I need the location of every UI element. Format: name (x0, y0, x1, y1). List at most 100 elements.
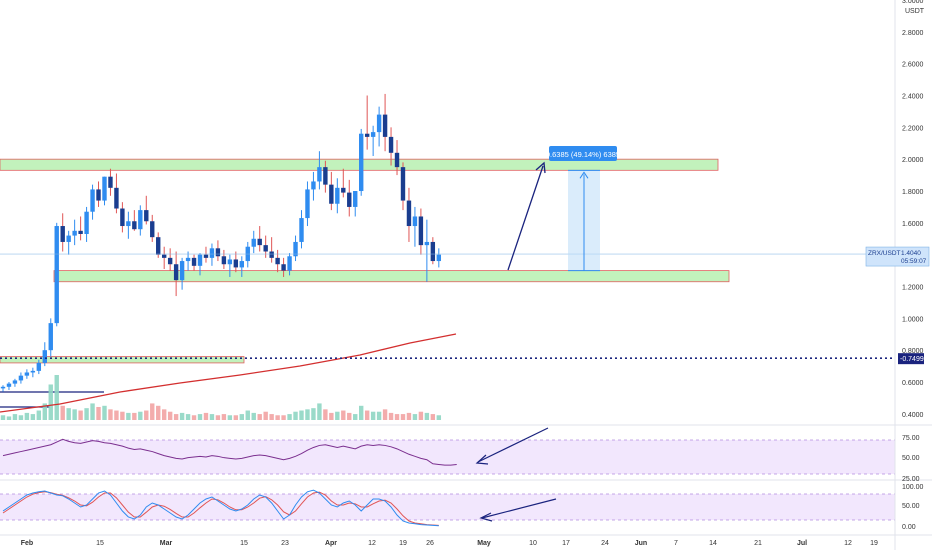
moving-average (0, 333, 457, 413)
level-tag (898, 353, 924, 365)
candle-body (329, 184, 334, 204)
measure-arrowhead (579, 171, 589, 179)
volume-bar (126, 412, 131, 420)
volume-bar (209, 414, 215, 420)
time-tick-label: 19 (399, 540, 407, 547)
volume-bar (30, 414, 36, 420)
candle-body (364, 133, 370, 137)
volume-bar (317, 403, 322, 420)
candle-body (299, 218, 304, 242)
volume-bar (78, 410, 83, 420)
price-tick-label: 1.0000 (902, 316, 924, 323)
volume-bar (436, 415, 442, 420)
stoch-k-line (2, 489, 439, 527)
volume-bar (293, 411, 298, 420)
volume-bar (382, 409, 388, 420)
volume-bar (299, 410, 304, 420)
rsi-tick-label: 50.00 (902, 455, 920, 462)
candle-body (257, 238, 262, 246)
time-tick-label: Mar (160, 540, 173, 547)
volume-bar (48, 384, 53, 420)
time-tick-label: Apr (325, 540, 337, 547)
candle-body (18, 375, 24, 381)
countdown-label: 05:59:07 (901, 258, 927, 265)
time-tick-label: 12 (368, 540, 376, 547)
price-tick-label: 1.6000 (902, 221, 924, 228)
candle-body (436, 254, 442, 262)
time-tick-label: 7 (674, 540, 678, 547)
rsi-tick-label: 25.00 (902, 476, 920, 483)
time-tick-label: 14 (709, 540, 717, 547)
candle-body (96, 189, 101, 201)
volume-bar (36, 410, 42, 420)
volume-bar (150, 403, 155, 420)
volume-bar (179, 412, 185, 420)
stoch-tick-label: 100.00 (902, 484, 924, 491)
volume-bar (353, 414, 358, 420)
support-resistance-zones (0, 158, 730, 408)
stoch-arrowhead (479, 512, 493, 522)
candlesticks (0, 93, 442, 392)
candle-body (221, 256, 227, 265)
rsi-band (0, 440, 895, 474)
volume-bar (406, 412, 412, 420)
candle-body (6, 383, 12, 387)
stoch-arrow (481, 498, 557, 519)
time-tick-label: 21 (754, 540, 762, 547)
current-price-label: 1.4040 (901, 250, 921, 257)
candle-body (424, 241, 430, 246)
candle-body (317, 167, 322, 182)
candle-body (191, 257, 197, 266)
candle-body (102, 176, 107, 201)
volume-bar (197, 414, 203, 420)
time-tick-label: 19 (870, 540, 878, 547)
candle-body (42, 350, 47, 363)
candle-body (12, 380, 18, 384)
volume-bar (257, 414, 262, 420)
volume-bar (120, 411, 125, 420)
current-price-tag (865, 246, 930, 267)
rsi-arrowhead (475, 454, 489, 465)
volume-bar (376, 411, 382, 420)
time-tick-label: 17 (562, 540, 570, 547)
volume-bar (144, 410, 149, 420)
volume-bar (108, 409, 113, 420)
candle-body (263, 245, 268, 252)
candle-body (150, 221, 155, 238)
candle-body (72, 230, 77, 236)
time-tick-label: 24 (601, 540, 609, 547)
candle-body (323, 167, 328, 185)
price-tick-label: 3.0000 (902, 0, 924, 5)
candle-body (179, 261, 185, 281)
volume-bar (161, 409, 167, 420)
candle-body (197, 254, 203, 266)
candle-body (78, 230, 83, 234)
candle-body (418, 216, 424, 246)
rsi-tick-label: 75.00 (902, 435, 920, 442)
volume-bar (359, 405, 364, 420)
volume-bar (156, 405, 161, 420)
time-tick-label: Jul (797, 540, 807, 547)
volume-bar (329, 412, 334, 420)
volume-bar (323, 409, 328, 420)
candle-body (376, 114, 382, 133)
volume-bar (251, 412, 256, 420)
rsi-line (2, 438, 457, 466)
time-tick-label: 10 (529, 540, 537, 547)
stoch-d-line (2, 491, 439, 526)
candle-body (48, 323, 53, 351)
volume-bar (364, 410, 370, 420)
volume-bar (54, 375, 59, 420)
level-label: -0.7499 (900, 356, 924, 363)
volume-bar (418, 411, 424, 420)
candle-body (203, 254, 209, 258)
candle-body (400, 167, 406, 201)
volume-bar (287, 414, 292, 420)
volume-bar (42, 403, 47, 420)
candle-body (30, 370, 36, 373)
volume-bar (102, 405, 107, 420)
drawings: 0.6385 (49.14%) 6385 (507, 146, 620, 272)
volume-bar (66, 408, 71, 420)
